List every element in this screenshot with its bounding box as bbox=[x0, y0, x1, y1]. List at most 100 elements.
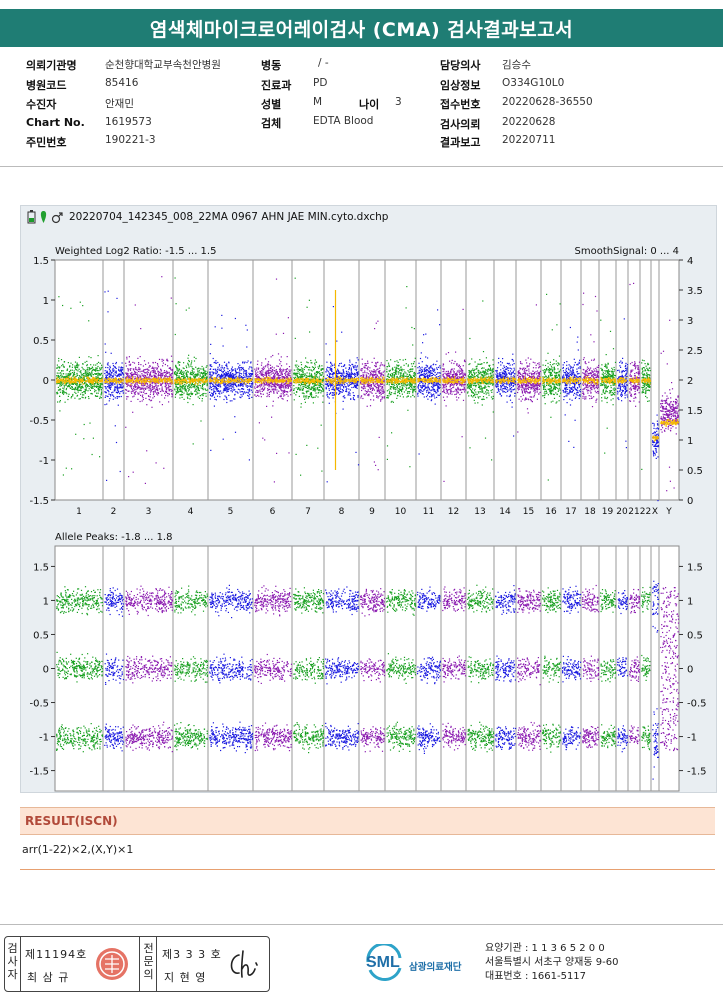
axis-tick-label: 0.5 bbox=[33, 630, 49, 641]
info-value: / - bbox=[318, 57, 329, 69]
axis-tick-label: 1.5 bbox=[33, 562, 49, 573]
info-value: 85416 bbox=[105, 77, 138, 89]
info-label: 병원코드 bbox=[26, 77, 66, 93]
axis-tick-label: 4 bbox=[687, 256, 693, 267]
corp-phone: 대표번호 : 1661-5117 bbox=[485, 970, 618, 984]
plot-filename: 20220704_142345_008_22MA 0967 AHN JAE MI… bbox=[69, 211, 388, 223]
axis-tick-label: 0 bbox=[43, 376, 49, 387]
axis-tick-label: 1.5 bbox=[687, 406, 703, 417]
axis-tick-label: 1 bbox=[43, 296, 49, 307]
smooth-signal-title: SmoothSignal: 0 ... 4 bbox=[575, 246, 679, 257]
info-value: 순천향대학교부속천안병원 bbox=[105, 57, 221, 72]
info-value: PD bbox=[313, 77, 327, 89]
axis-tick-label: -1.5 bbox=[687, 767, 707, 778]
sml-logo-text: SML bbox=[366, 954, 400, 972]
axis-tick-label: -1 bbox=[39, 456, 49, 467]
axis-tick-label: -0.5 bbox=[687, 699, 707, 710]
chromosome-label: 14 bbox=[499, 507, 511, 517]
chromosome-label: 20 bbox=[616, 507, 628, 517]
inspector-name: 최 삼 규 bbox=[27, 969, 69, 985]
info-value: 20220628-36550 bbox=[502, 96, 593, 108]
info-label: 접수번호 bbox=[440, 96, 480, 112]
result-divider bbox=[20, 869, 715, 870]
chromosome-label: X bbox=[652, 507, 658, 517]
info-label: 주민번호 bbox=[26, 134, 66, 150]
chromosome-label: 9 bbox=[369, 507, 375, 517]
specialist-license-no: 제3 3 3 호 bbox=[162, 946, 222, 962]
chromosome-label: 3 bbox=[146, 507, 152, 517]
axis-tick-label: -0.5 bbox=[29, 699, 49, 710]
male-symbol-icon bbox=[51, 212, 63, 224]
info-value: 20220711 bbox=[502, 134, 555, 146]
smooth-signal-line bbox=[56, 375, 679, 442]
axis-tick-label: 1 bbox=[687, 596, 693, 607]
chromosome-label: 17 bbox=[565, 507, 576, 517]
axis-tick-label: 1.5 bbox=[33, 256, 49, 267]
info-value: EDTA Blood bbox=[313, 115, 373, 127]
chromosome-label: 8 bbox=[339, 507, 345, 517]
axis-tick-label: 1 bbox=[687, 436, 693, 447]
sml-logo-subtext: 삼광의료재단 bbox=[409, 959, 461, 973]
info-value: 1619573 bbox=[105, 116, 152, 128]
axis-tick-label: 0 bbox=[687, 496, 693, 507]
inspector-license-no: 제11194호 bbox=[25, 946, 87, 962]
corp-info: 요양기관 : 1 1 3 6 5 2 0 0 서울특별시 서초구 양재동 9-6… bbox=[485, 942, 618, 984]
info-label: 결과보고 bbox=[440, 134, 480, 150]
axis-tick-label: 1.5 bbox=[687, 562, 703, 573]
inspector-label-char: 사 bbox=[6, 956, 19, 968]
inspector-label-char: 검 bbox=[6, 943, 19, 955]
axis-tick-label: 0.5 bbox=[33, 336, 49, 347]
chromosome-label: 12 bbox=[448, 507, 459, 517]
sml-logo-mark bbox=[366, 942, 402, 981]
info-value: M bbox=[313, 96, 322, 108]
divider bbox=[0, 166, 723, 167]
axis-tick-label: 3 bbox=[687, 316, 693, 327]
corp-address: 서울특별시 서초구 양재동 9-60 bbox=[485, 956, 618, 970]
chromosome-label: 11 bbox=[423, 507, 434, 517]
chromosome-label: 6 bbox=[270, 507, 276, 517]
chromosome-label: 18 bbox=[584, 507, 596, 517]
allele-peaks-panel bbox=[54, 545, 680, 792]
result-iscn: arr(1-22)×2,(X,Y)×1 bbox=[22, 843, 133, 856]
axis-tick-label: 0.5 bbox=[687, 466, 703, 477]
chromosome-label: 1 bbox=[76, 507, 82, 517]
sml-logo: SML 삼광의료재단 bbox=[366, 942, 476, 984]
chromosome-label: 7 bbox=[305, 507, 311, 517]
footer-divider bbox=[0, 924, 723, 925]
allele-peaks-title: Allele Peaks: -1.8 ... 1.8 bbox=[55, 532, 172, 543]
plot-header-icons bbox=[27, 210, 63, 224]
info-value: O334G10L0 bbox=[502, 77, 564, 89]
chromosome-label: 16 bbox=[545, 507, 557, 517]
chromosome-label: Y bbox=[665, 507, 672, 517]
patient-info: 의뢰기관명 순천향대학교부속천안병원 병원코드 85416 수진자 안재민 Ch… bbox=[0, 53, 723, 165]
pin-icon bbox=[40, 211, 47, 223]
chromosome-label: 19 bbox=[602, 507, 614, 517]
specialist-label-char: 의 bbox=[142, 969, 155, 981]
corp-code: 요양기관 : 1 1 3 6 5 2 0 0 bbox=[485, 942, 618, 956]
chromosome-label: 22 bbox=[640, 507, 651, 517]
cma-plot-panel: 20220704_142345_008_22MA 0967 AHN JAE MI… bbox=[20, 205, 717, 793]
chromosome-label: 21 bbox=[628, 507, 639, 517]
chromosome-label: 13 bbox=[474, 507, 485, 517]
signature-box: 검 사 자 제11194호 최 삼 규 전 문 의 제3 3 3 호 지 현 영 bbox=[4, 936, 270, 992]
axis-tick-label: -1.5 bbox=[29, 767, 49, 778]
axis-tick-label: -0.5 bbox=[29, 416, 49, 427]
info-label: 담당의사 bbox=[440, 57, 480, 73]
info-label: 의뢰기관명 bbox=[26, 57, 77, 73]
axis-tick-label: 2.5 bbox=[687, 346, 703, 357]
axis-tick-label: -1 bbox=[687, 733, 697, 744]
axis-tick-label: 0.5 bbox=[687, 630, 703, 641]
report-title: 염색체마이크로어레이검사 (CMA) 검사결과보고서 bbox=[0, 9, 723, 47]
plot-header: 20220704_142345_008_22MA 0967 AHN JAE MI… bbox=[21, 206, 716, 228]
axis-tick-label: 1 bbox=[43, 596, 49, 607]
info-label: 수진자 bbox=[26, 96, 56, 112]
axis-tick-label: 2 bbox=[687, 376, 693, 387]
axis-tick-label: -1.5 bbox=[29, 496, 49, 507]
info-value: 20220628 bbox=[502, 116, 555, 128]
info-label: 검사의뢰 bbox=[440, 116, 480, 132]
log2-ratio-title: Weighted Log2 Ratio: -1.5 ... 1.5 bbox=[55, 246, 216, 257]
specialist-label-char: 전 bbox=[142, 943, 155, 955]
info-label: 병동 bbox=[261, 57, 281, 73]
info-value: 김승수 bbox=[502, 57, 531, 72]
info-label: 성별 bbox=[261, 96, 281, 112]
